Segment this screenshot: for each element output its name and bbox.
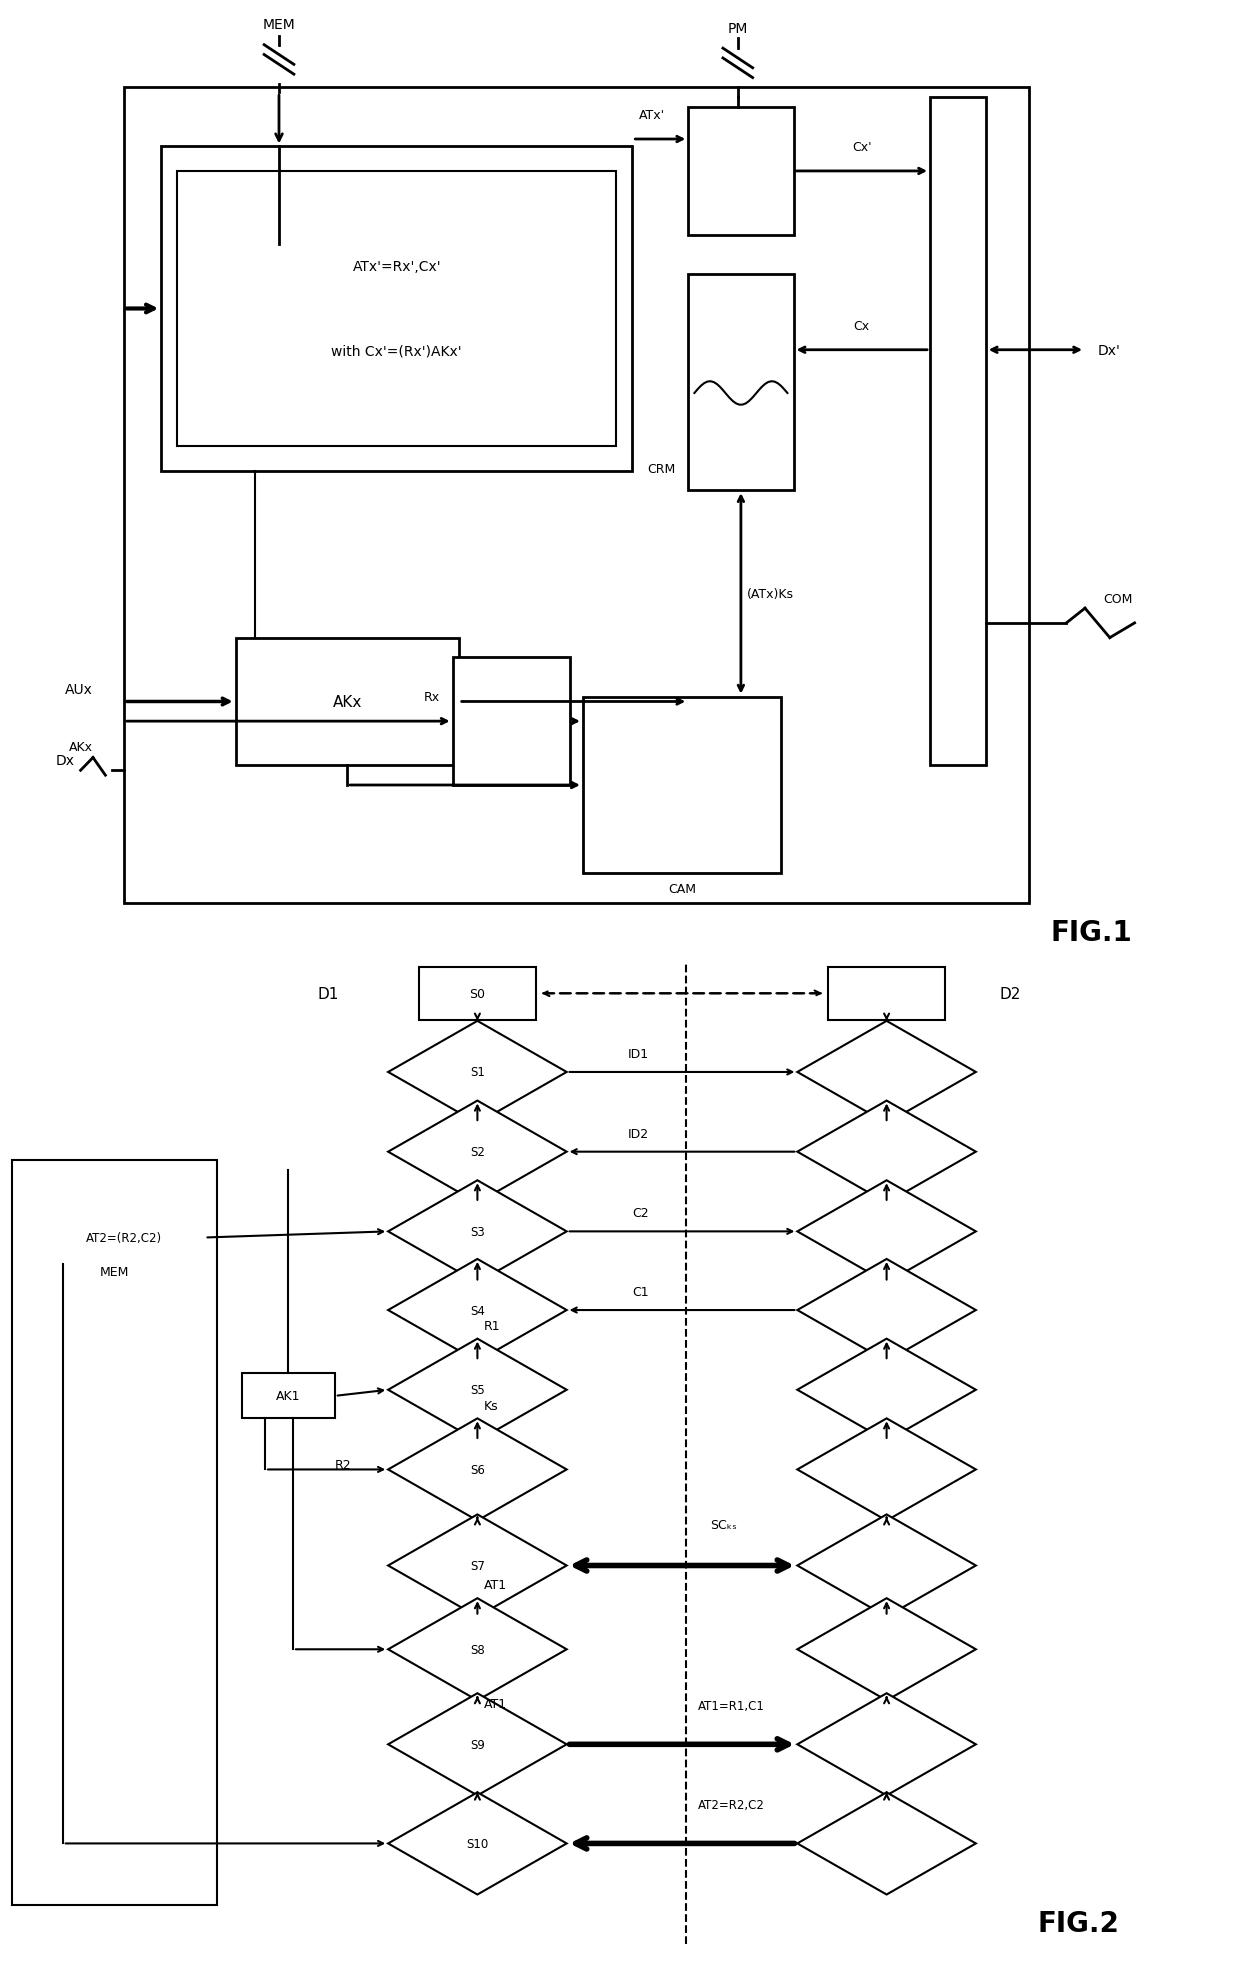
Text: S7: S7 [470, 1559, 485, 1573]
Polygon shape [388, 1793, 567, 1895]
Bar [242, 1373, 335, 1418]
Polygon shape [797, 1693, 976, 1795]
Polygon shape [388, 1180, 567, 1282]
Polygon shape [797, 1021, 976, 1123]
Text: Cx: Cx [853, 320, 870, 332]
Text: R1: R1 [484, 1320, 500, 1332]
Text: MEM: MEM [100, 1265, 129, 1279]
Polygon shape [388, 1021, 567, 1123]
Text: CRM: CRM [647, 464, 676, 475]
Polygon shape [388, 1599, 567, 1701]
Text: CAM: CAM [668, 882, 696, 896]
Bar [236, 638, 459, 766]
Polygon shape [797, 1599, 976, 1701]
Polygon shape [388, 1102, 567, 1204]
Bar [930, 98, 986, 766]
Bar [453, 658, 570, 786]
Text: S8: S8 [470, 1644, 485, 1656]
Text: ATx'=Rx',Cx': ATx'=Rx',Cx' [352, 259, 441, 275]
Text: Rx: Rx [424, 691, 440, 703]
Text: COM: COM [1104, 593, 1133, 605]
Text: AKx: AKx [332, 695, 362, 709]
Text: C2: C2 [632, 1206, 649, 1220]
Text: AUx: AUx [66, 682, 93, 697]
Text: with Cx'=(Rx')AKx': with Cx'=(Rx')AKx' [331, 344, 463, 359]
Text: S10: S10 [466, 1836, 489, 1850]
Text: S0: S0 [470, 988, 485, 1000]
Bar [688, 275, 794, 491]
Polygon shape [388, 1418, 567, 1520]
Text: S9: S9 [470, 1738, 485, 1752]
Text: MEM: MEM [263, 18, 295, 31]
Text: AK1: AK1 [277, 1391, 300, 1402]
Text: ID2: ID2 [627, 1127, 649, 1141]
Text: Cx': Cx' [852, 141, 872, 153]
Polygon shape [797, 1102, 976, 1204]
Bar [583, 697, 781, 874]
Text: ID1: ID1 [627, 1047, 649, 1061]
Text: C1: C1 [632, 1286, 649, 1298]
Bar [177, 171, 616, 446]
Text: R2: R2 [335, 1457, 351, 1471]
Bar [12, 1161, 217, 1905]
Text: SCₖₛ: SCₖₛ [711, 1518, 738, 1532]
Text: S2: S2 [470, 1145, 485, 1159]
Text: AT2=R2,C2: AT2=R2,C2 [698, 1799, 765, 1811]
Polygon shape [797, 1259, 976, 1361]
Polygon shape [797, 1793, 976, 1895]
Bar [828, 966, 945, 1021]
Polygon shape [388, 1514, 567, 1616]
Text: S4: S4 [470, 1304, 485, 1318]
Text: AKx: AKx [69, 740, 93, 754]
Bar [161, 147, 632, 471]
Text: D2: D2 [999, 986, 1022, 1002]
Polygon shape [797, 1180, 976, 1282]
Bar [419, 966, 536, 1021]
Text: AT1=R1,C1: AT1=R1,C1 [698, 1699, 765, 1713]
Text: S6: S6 [470, 1463, 485, 1477]
Polygon shape [797, 1339, 976, 1442]
Text: PM: PM [728, 22, 748, 37]
Polygon shape [388, 1259, 567, 1361]
Polygon shape [797, 1514, 976, 1616]
Text: AT1: AT1 [484, 1579, 507, 1591]
Text: ATx': ATx' [639, 108, 665, 122]
Text: FIG.2: FIG.2 [1038, 1909, 1120, 1937]
Text: AT1: AT1 [484, 1697, 507, 1711]
Bar [688, 108, 794, 236]
Text: S5: S5 [470, 1383, 485, 1396]
Bar [124, 88, 1029, 903]
FancyBboxPatch shape [33, 1204, 215, 1273]
Polygon shape [797, 1418, 976, 1520]
Text: FIG.1: FIG.1 [1050, 919, 1132, 947]
Text: Dx: Dx [56, 754, 74, 768]
Text: AT2=(R2,C2): AT2=(R2,C2) [86, 1231, 162, 1245]
Text: S3: S3 [470, 1226, 485, 1237]
Polygon shape [388, 1693, 567, 1795]
Text: Ks: Ks [484, 1398, 498, 1412]
Text: S1: S1 [470, 1066, 485, 1078]
Text: (ATx)Ks: (ATx)Ks [746, 587, 794, 601]
Text: Dx': Dx' [1097, 344, 1120, 357]
Text: D1: D1 [317, 986, 340, 1002]
Polygon shape [388, 1339, 567, 1442]
